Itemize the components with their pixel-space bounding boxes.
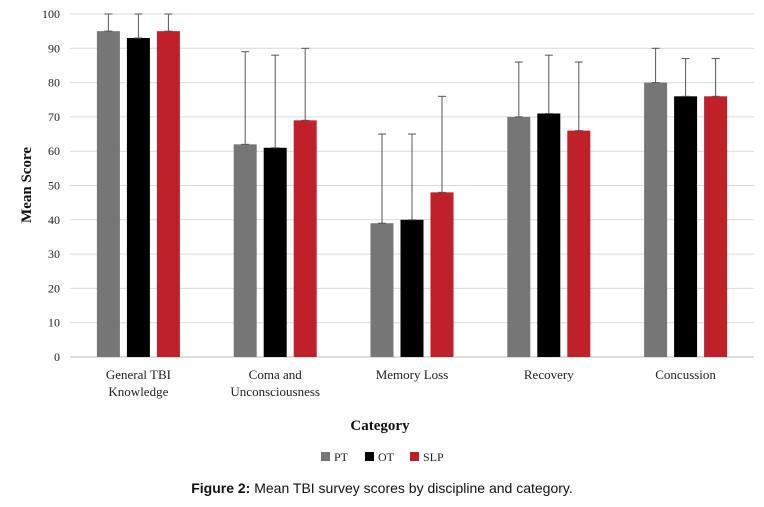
caption-text: Mean TBI survey scores by discipline and… [250, 480, 573, 496]
y-tick-label: 100 [42, 7, 60, 21]
legend-swatch-ot [365, 452, 374, 461]
x-category-label: Coma and [249, 367, 303, 382]
x-category-label: Unconsciousness [230, 384, 320, 399]
y-tick-label: 10 [48, 316, 60, 330]
y-axis-title: Mean Score [19, 147, 35, 223]
bar-pt [233, 144, 257, 357]
x-category-label: Recovery [524, 367, 574, 382]
bar-ot [674, 96, 698, 357]
x-axis-categories: General TBI Knowledge Coma and Unconsciousn… [106, 367, 717, 399]
y-tick-label: 60 [48, 144, 60, 158]
bar-slp [293, 120, 317, 357]
bar-ot [126, 38, 150, 357]
y-tick-label: 30 [48, 247, 60, 261]
bar-pt [96, 31, 120, 358]
caption-label: Figure 2: [191, 480, 251, 496]
bar-pt [644, 82, 668, 357]
bar-chart: 0 10 20 30 40 50 60 70 80 90 100 General TBI Knowle… [19, 7, 754, 464]
error-bars [104, 13, 720, 224]
y-axis-ticks: 0 10 20 30 40 50 60 70 80 90 100 [42, 7, 60, 364]
x-category-label: General TBI [106, 367, 171, 382]
y-tick-label: 50 [48, 179, 60, 193]
bar-slp [430, 192, 454, 357]
bar-pt [507, 116, 531, 358]
y-tick-label: 20 [48, 281, 60, 295]
bars [96, 31, 728, 358]
figure-caption: Figure 2: Mean TBI survey scores by disc… [0, 480, 764, 496]
x-axis-title: Category [350, 418, 410, 434]
bar-ot [537, 113, 561, 357]
bar-ot [400, 219, 424, 357]
legend-label-slp: SLP [423, 450, 444, 464]
legend-swatch-slp [410, 452, 419, 461]
bar-ot [263, 147, 287, 357]
y-tick-label: 0 [54, 350, 60, 364]
bar-slp [567, 130, 591, 357]
x-category-label: Knowledge [108, 384, 168, 399]
bar-pt [370, 223, 394, 357]
legend-swatch-pt [321, 452, 330, 461]
legend-label-pt: PT [334, 450, 349, 464]
y-tick-label: 90 [48, 41, 60, 55]
bar-slp [704, 96, 728, 357]
y-tick-label: 70 [48, 110, 60, 124]
x-category-label: Concussion [655, 367, 716, 382]
x-category-label: Memory Loss [376, 367, 449, 382]
y-tick-label: 80 [48, 76, 60, 90]
y-tick-label: 40 [48, 213, 60, 227]
legend: PT OT SLP [321, 450, 444, 464]
bar-slp [156, 31, 180, 358]
legend-label-ot: OT [378, 450, 395, 464]
